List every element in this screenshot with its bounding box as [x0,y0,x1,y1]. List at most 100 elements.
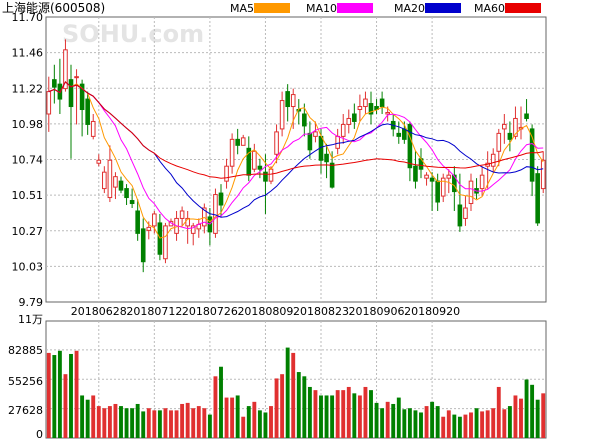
volume-bar [335,390,340,438]
candle-body [368,103,374,115]
candle [46,76,52,132]
candle [440,173,446,203]
legend-label: MA20 [394,2,425,15]
candle [90,113,96,140]
volume-bar [491,408,496,438]
volume-bar [363,386,368,438]
candle [102,166,107,194]
ma-line-ma60 [48,81,544,179]
candle [413,151,418,189]
candle [190,222,196,246]
date-tick-label: 20180906 [349,305,405,318]
volume-bar [169,410,173,438]
volume-bar [346,386,351,438]
candle-body [540,159,546,190]
volume-bar [102,408,107,438]
candle [302,103,307,137]
candle-body [74,76,79,79]
candle-body [68,79,74,108]
candle-body [52,79,57,88]
volume-bar [330,395,335,438]
volume-bar [141,411,146,438]
candle-body [435,180,440,203]
candle-body [90,120,96,137]
candle-body [329,162,335,188]
candle [202,203,207,234]
chart-title: 上海能源(600508) [2,0,105,15]
candle [424,172,429,186]
candle [396,121,402,144]
date-tick-label: 20180823 [293,305,349,318]
legend-label: MA60 [474,2,505,15]
volume-bar [496,386,501,438]
volume-tick-label: 27628 [8,404,43,417]
candle-body [118,180,124,191]
candle-body [529,128,535,182]
volume-bar [441,416,446,438]
candle [124,184,129,206]
candle-body [413,165,418,182]
volume-bar [74,350,79,438]
candle-body [290,94,296,108]
candle [352,103,357,129]
candle [129,188,135,208]
candle [429,172,435,211]
legend-label: MA10 [306,2,337,15]
candle [502,113,507,144]
volume-bar [252,401,257,438]
sohu-watermark: SOHU.com [62,20,204,48]
date-tick-label: 20180712 [126,305,182,318]
candle-body [63,49,68,90]
volume-bar [507,406,512,438]
candle-body [463,207,468,219]
date-axis: 20180628 20180712 20180726 20180809 20180823… [71,305,460,318]
price-tick-label: 11.22 [12,82,44,95]
candle-body [240,137,246,146]
legend-swatch [337,3,373,13]
candle [490,148,496,173]
candle [463,196,468,226]
volume-bar [235,395,240,438]
candle-body [224,165,229,182]
candle-body [313,131,318,137]
candle-body [335,135,340,149]
volume-bar [535,399,540,438]
candle [507,121,513,152]
candle-body [46,91,52,115]
moving-average-lines [48,81,544,239]
candle [324,143,329,179]
candle [224,158,229,189]
candle [179,206,185,226]
volume-axis: 11万 82885 55256 27628 0 [8,313,43,440]
volume-bar [541,393,546,438]
candle-body [524,113,529,119]
candle-body [146,226,152,231]
volume-bar [213,376,218,438]
candle [329,151,335,189]
volume-bar [113,403,118,438]
candle [446,169,452,194]
volume-bars [46,347,546,438]
volume-bar [469,412,473,438]
legend-swatch [505,3,541,13]
candle [235,128,240,155]
candle-body [496,132,502,152]
volume-bar [313,390,318,438]
volume-tick-label: 0 [36,428,43,440]
candle-body [274,131,279,155]
volume-bar [435,406,440,438]
candle-body [213,194,218,234]
price-tick-label: 10.27 [12,225,44,238]
candle [407,121,413,182]
candle-body [140,228,146,263]
candle [229,133,235,174]
volume-bar [157,410,162,438]
volume-bar [163,408,168,438]
volume-bar [402,409,407,438]
candle-body [379,98,385,108]
candle [279,91,285,137]
candle [307,121,313,159]
volume-bar [302,376,307,438]
candle-body [129,200,135,205]
volume-bar [180,403,185,438]
